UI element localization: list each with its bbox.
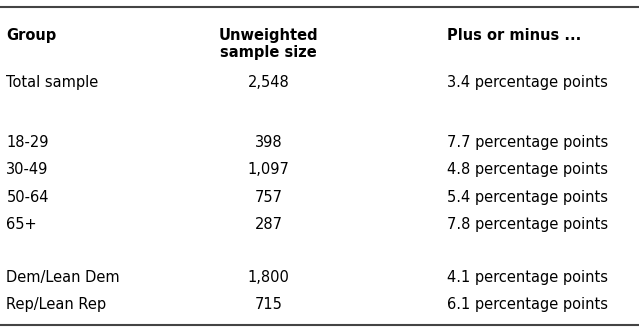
- Text: 398: 398: [254, 135, 282, 150]
- Text: 7.7 percentage points: 7.7 percentage points: [447, 135, 608, 150]
- Text: 7.8 percentage points: 7.8 percentage points: [447, 217, 608, 232]
- Text: 1,097: 1,097: [247, 162, 289, 177]
- Text: 3.4 percentage points: 3.4 percentage points: [447, 75, 608, 90]
- Text: 18-29: 18-29: [6, 135, 49, 150]
- Text: 6.1 percentage points: 6.1 percentage points: [447, 297, 608, 312]
- Text: 2,548: 2,548: [247, 75, 289, 90]
- Text: Total sample: Total sample: [6, 75, 98, 90]
- Text: 4.1 percentage points: 4.1 percentage points: [447, 270, 608, 285]
- Text: 5.4 percentage points: 5.4 percentage points: [447, 190, 608, 205]
- Text: Dem/Lean Dem: Dem/Lean Dem: [6, 270, 120, 285]
- Text: 30-49: 30-49: [6, 162, 49, 177]
- Text: 50-64: 50-64: [6, 190, 49, 205]
- Text: Unweighted
sample size: Unweighted sample size: [219, 28, 318, 60]
- Text: 4.8 percentage points: 4.8 percentage points: [447, 162, 608, 177]
- Text: Plus or minus ...: Plus or minus ...: [447, 28, 581, 43]
- Text: 715: 715: [254, 297, 282, 312]
- Text: 65+: 65+: [6, 217, 37, 232]
- Text: 757: 757: [254, 190, 282, 205]
- Text: 1,800: 1,800: [247, 270, 289, 285]
- Text: Group: Group: [6, 28, 57, 43]
- Text: Rep/Lean Rep: Rep/Lean Rep: [6, 297, 107, 312]
- Text: 287: 287: [254, 217, 282, 232]
